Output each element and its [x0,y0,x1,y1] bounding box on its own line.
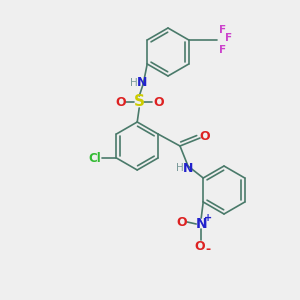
Text: N: N [195,217,207,231]
Text: S: S [134,94,145,110]
Text: O: O [176,215,187,229]
Text: F: F [225,33,232,43]
Text: Cl: Cl [88,152,101,164]
Text: H: H [130,78,138,88]
Text: O: O [115,95,125,109]
Text: O: O [194,241,205,254]
Text: -: - [206,242,211,256]
Text: N: N [137,76,147,89]
Text: O: O [200,130,210,142]
Text: N: N [183,161,193,175]
Text: +: + [204,213,212,223]
Text: H: H [176,163,184,173]
Text: F: F [219,25,226,35]
Text: F: F [219,45,226,55]
Text: O: O [153,95,164,109]
